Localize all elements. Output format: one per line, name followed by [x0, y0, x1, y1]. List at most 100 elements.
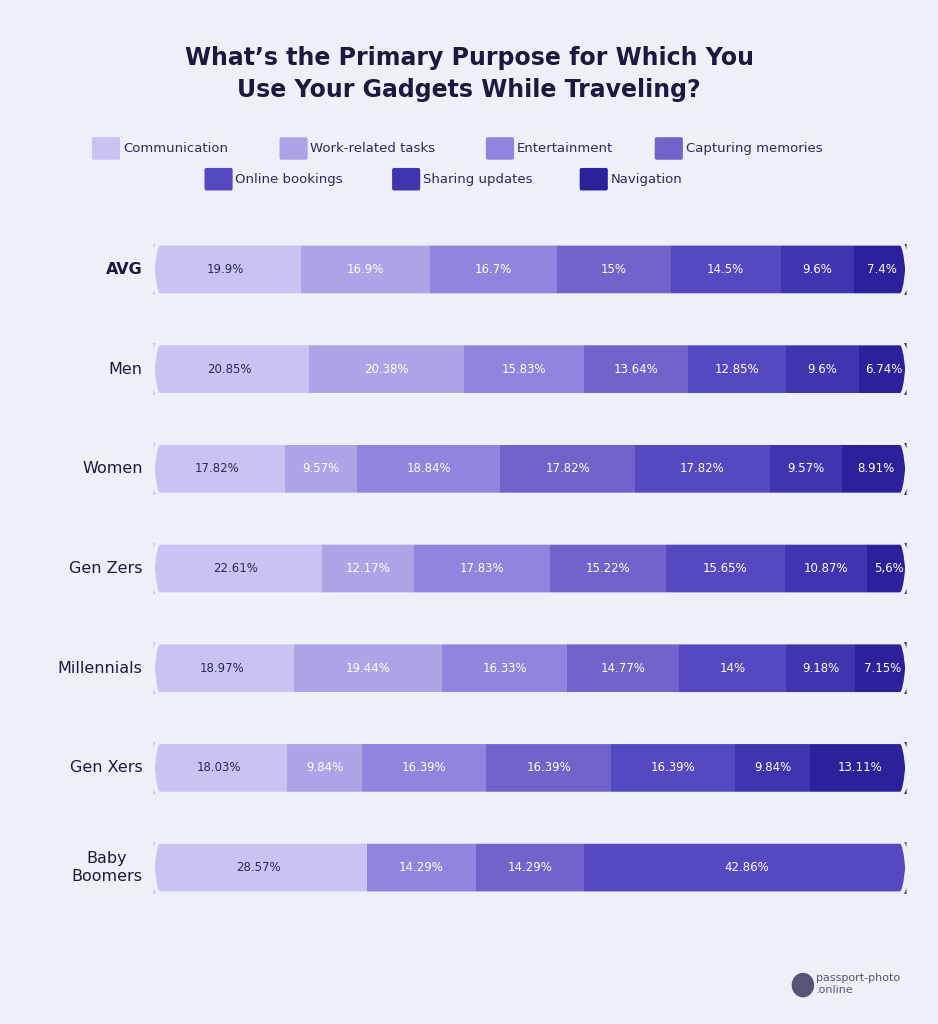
Bar: [556, 244, 671, 295]
Text: 5,6%: 5,6%: [873, 562, 903, 575]
Bar: [476, 842, 584, 894]
Text: 7.4%: 7.4%: [867, 263, 897, 275]
Bar: [854, 244, 910, 295]
Text: AVG: AVG: [106, 262, 143, 276]
Text: Communication: Communication: [123, 142, 228, 155]
Bar: [785, 543, 868, 595]
Text: Gen Zers: Gen Zers: [69, 561, 143, 577]
Bar: [611, 742, 735, 794]
Text: 15.83%: 15.83%: [502, 362, 546, 376]
Bar: [550, 543, 666, 595]
Text: 16.39%: 16.39%: [526, 762, 571, 774]
Text: Capturing memories: Capturing memories: [686, 142, 823, 155]
Text: 17.82%: 17.82%: [680, 463, 725, 475]
Bar: [786, 642, 855, 694]
Text: Baby
Boomers: Baby Boomers: [71, 851, 143, 884]
Text: Women: Women: [82, 462, 143, 476]
Text: 8.91%: 8.91%: [857, 463, 895, 475]
Text: 9.57%: 9.57%: [788, 463, 825, 475]
Bar: [688, 343, 786, 395]
Bar: [463, 343, 584, 395]
Text: 15.65%: 15.65%: [703, 562, 748, 575]
Bar: [150, 742, 287, 794]
Bar: [500, 443, 635, 495]
Text: 42.86%: 42.86%: [725, 861, 769, 874]
Text: 18.84%: 18.84%: [406, 463, 451, 475]
Text: Work-related tasks: Work-related tasks: [310, 142, 435, 155]
Text: Sharing updates: Sharing updates: [423, 173, 533, 185]
Bar: [367, 842, 476, 894]
Bar: [770, 443, 842, 495]
Bar: [679, 642, 786, 694]
Bar: [150, 443, 285, 495]
Text: 15.22%: 15.22%: [585, 562, 630, 575]
Text: 14.5%: 14.5%: [707, 263, 744, 275]
Bar: [295, 642, 443, 694]
Bar: [855, 642, 910, 694]
Text: 16.39%: 16.39%: [401, 762, 446, 774]
Text: 9.57%: 9.57%: [303, 463, 340, 475]
Text: 20.38%: 20.38%: [364, 362, 408, 376]
Bar: [285, 443, 357, 495]
Bar: [735, 742, 810, 794]
Bar: [309, 343, 463, 395]
Bar: [780, 244, 854, 295]
Text: 13.64%: 13.64%: [613, 362, 658, 376]
Text: 19.44%: 19.44%: [346, 662, 391, 675]
Bar: [584, 343, 688, 395]
Text: 14.29%: 14.29%: [399, 861, 444, 874]
Text: 9.18%: 9.18%: [802, 662, 840, 675]
Text: Navigation: Navigation: [611, 173, 682, 185]
Text: 9.84%: 9.84%: [754, 762, 792, 774]
Text: 13.11%: 13.11%: [838, 762, 883, 774]
Bar: [666, 543, 785, 595]
Text: 14.77%: 14.77%: [600, 662, 645, 675]
Text: 16.33%: 16.33%: [482, 662, 527, 675]
Text: 9.84%: 9.84%: [306, 762, 343, 774]
Text: 10.87%: 10.87%: [804, 562, 848, 575]
Text: Online bookings: Online bookings: [235, 173, 343, 185]
Text: 20.85%: 20.85%: [207, 362, 251, 376]
Bar: [150, 343, 309, 395]
Text: 12.17%: 12.17%: [346, 562, 390, 575]
Bar: [868, 543, 910, 595]
Text: 17.82%: 17.82%: [195, 463, 240, 475]
Text: 14%: 14%: [719, 662, 746, 675]
Bar: [430, 244, 556, 295]
Bar: [415, 543, 550, 595]
Bar: [635, 443, 770, 495]
Text: What’s the Primary Purpose for Which You
Use Your Gadgets While Traveling?: What’s the Primary Purpose for Which You…: [185, 46, 753, 101]
Text: 22.61%: 22.61%: [214, 562, 259, 575]
Text: 9.6%: 9.6%: [807, 362, 837, 376]
Bar: [810, 742, 910, 794]
Bar: [150, 642, 295, 694]
Bar: [443, 642, 567, 694]
Bar: [584, 842, 910, 894]
Text: 28.57%: 28.57%: [236, 861, 280, 874]
Text: 9.6%: 9.6%: [802, 263, 832, 275]
Bar: [150, 543, 322, 595]
Text: 6.74%: 6.74%: [866, 362, 903, 376]
Text: 18.97%: 18.97%: [200, 662, 245, 675]
Text: Entertainment: Entertainment: [517, 142, 613, 155]
Bar: [287, 742, 362, 794]
Bar: [671, 244, 780, 295]
Text: Men: Men: [109, 361, 143, 377]
Bar: [362, 742, 487, 794]
Bar: [487, 742, 611, 794]
Text: passport-photo
.online: passport-photo .online: [816, 973, 900, 995]
Text: 14.29%: 14.29%: [507, 861, 552, 874]
Text: 19.9%: 19.9%: [207, 263, 245, 275]
Text: Millennials: Millennials: [57, 660, 143, 676]
Text: 17.82%: 17.82%: [545, 463, 590, 475]
Bar: [842, 443, 910, 495]
Bar: [786, 343, 858, 395]
Text: 12.85%: 12.85%: [715, 362, 759, 376]
Bar: [301, 244, 430, 295]
Bar: [322, 543, 415, 595]
Text: 16.9%: 16.9%: [347, 263, 385, 275]
Bar: [567, 642, 679, 694]
Text: 15%: 15%: [600, 263, 627, 275]
Text: 18.03%: 18.03%: [196, 762, 241, 774]
Bar: [150, 842, 367, 894]
